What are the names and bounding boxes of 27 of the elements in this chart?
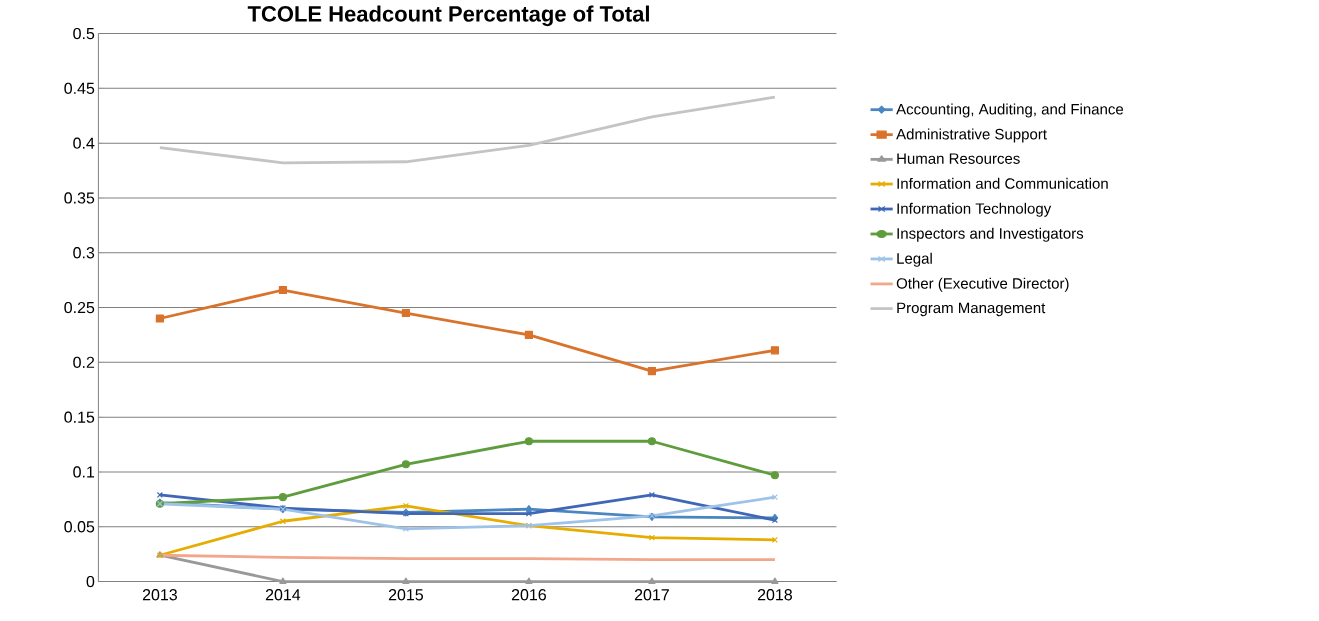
y-tick-label: 0.05 bbox=[64, 521, 95, 533]
x-tick-label: 2014 bbox=[265, 589, 301, 601]
legend-label: Legal bbox=[897, 252, 932, 267]
y-tick-label: 0.45 bbox=[64, 82, 95, 95]
legend-label: Program Management bbox=[897, 302, 1046, 317]
legend-label: Information and Communication bbox=[897, 177, 1108, 189]
y-tick-label: 0.1 bbox=[73, 466, 95, 478]
y-tick-label: 0.25 bbox=[64, 301, 95, 314]
legend-label: Accounting, Auditing, and Finance bbox=[896, 103, 1124, 118]
chart-title: TCOLE Headcount Percentage of Total bbox=[247, 5, 649, 27]
y-tick-label: 0.2 bbox=[73, 356, 95, 369]
legend-label: Information Technology bbox=[897, 202, 1052, 217]
x-tick-label: 2013 bbox=[142, 589, 177, 601]
legend-label: Other (Executive Director) bbox=[896, 277, 1069, 292]
x-tick-label: 2016 bbox=[511, 589, 546, 601]
y-tick-label: 0.5 bbox=[73, 27, 95, 40]
x-tick-label: 2015 bbox=[388, 589, 424, 601]
y-tick-label: 0.15 bbox=[64, 411, 95, 423]
y-tick-label: 0.3 bbox=[73, 247, 95, 259]
y-tick-label: 0.4 bbox=[73, 137, 95, 149]
x-tick-label: 2017 bbox=[634, 589, 669, 601]
y-tick-label: 0.35 bbox=[64, 192, 95, 204]
legend-label: Human Resources bbox=[897, 153, 1020, 164]
legend-label: Administrative Support bbox=[896, 128, 1047, 143]
y-tick-label: 0 bbox=[86, 575, 95, 588]
legend-label: Inspectors and Investigators bbox=[897, 227, 1084, 242]
x-tick-label: 2018 bbox=[757, 589, 792, 601]
